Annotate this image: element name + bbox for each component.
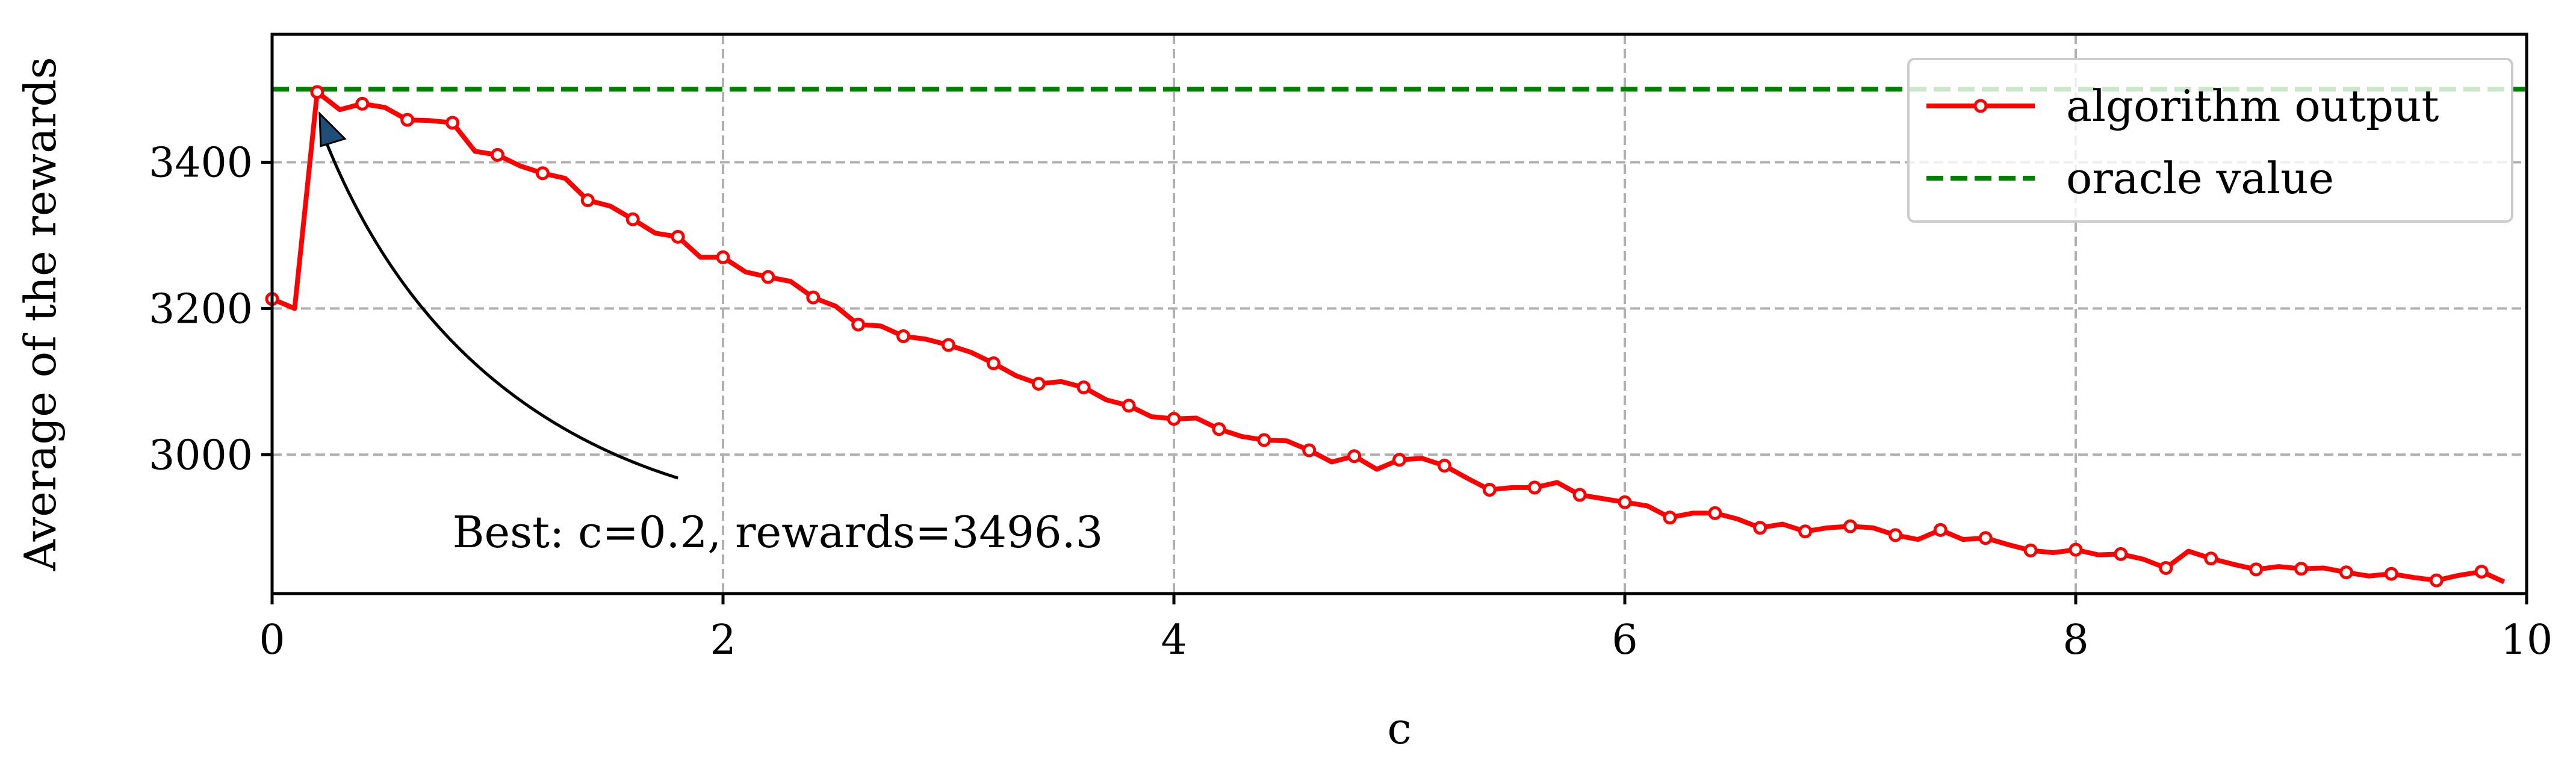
algorithm-output-point <box>2429 573 2444 588</box>
x-tick-label: 8 <box>2062 616 2088 664</box>
algorithm-output-point <box>806 290 821 305</box>
algorithm-output-point <box>1076 380 1091 395</box>
algorithm-output-point <box>2339 565 2353 580</box>
x-tick-label: 0 <box>259 616 285 664</box>
annotation-text: Best: c=0.2, rewards=3496.3 <box>453 507 1103 557</box>
algorithm-output-point <box>761 270 775 284</box>
algorithm-output-point <box>535 166 550 181</box>
algorithm-output-point <box>1392 453 1406 467</box>
ticks: 0 2 4 6 8 10 3000 3200 3400 <box>149 140 2553 664</box>
legend: algorithm output oracle value <box>1907 58 2513 223</box>
algorithm-output-point <box>1843 519 1857 533</box>
algorithm-output-point <box>1978 531 1993 545</box>
annotation: Best: c=0.2, rewards=3496.3 <box>318 111 1103 557</box>
algorithm-output-point <box>2204 551 2218 566</box>
algorithm-output-point <box>1798 524 1813 539</box>
annotation-arrow <box>323 137 678 480</box>
algorithm-output-point <box>1212 422 1226 436</box>
legend-box <box>1907 58 2513 223</box>
algorithm-output-point <box>2159 560 2173 575</box>
x-axis-label: c <box>1387 703 1411 754</box>
legend-label-oracle-value: oracle value <box>2066 153 2334 203</box>
algorithm-output-point <box>1437 458 1451 473</box>
algorithm-output-point <box>445 116 460 130</box>
axes <box>270 33 2528 595</box>
algorithm-output-point <box>2069 542 2083 557</box>
algorithm-output-point <box>1122 399 1136 413</box>
algorithm-output-point <box>716 250 730 264</box>
algorithm-output-point <box>400 113 415 127</box>
algorithm-output-point <box>1888 528 1902 542</box>
algorithm-output-point <box>1933 523 1948 537</box>
algorithm-output-point <box>2474 565 2489 579</box>
algorithm-output-line <box>271 89 2506 585</box>
x-tick-label: 2 <box>710 616 736 664</box>
algorithm-output-point <box>1708 506 1722 520</box>
algorithm-series <box>265 85 2506 588</box>
y-axis-label: Average of the rewards <box>15 57 66 571</box>
algorithm-output-point <box>1527 480 1542 495</box>
algorithm-output-point <box>1572 488 1587 502</box>
x-tick-label: 4 <box>1161 616 1187 664</box>
x-tick-label: 6 <box>1612 616 1637 664</box>
algorithm-output-point <box>1753 521 1768 535</box>
annotation-arrowhead <box>318 111 347 147</box>
algorithm-output-point <box>580 193 595 208</box>
algorithm-output-point <box>2114 547 2128 561</box>
algorithm-output-point <box>2249 562 2264 577</box>
algorithm-output-point <box>896 329 911 344</box>
algorithm-output-point <box>1663 510 1677 525</box>
algorithm-output-point <box>2294 562 2308 576</box>
algorithm-output-point <box>1618 495 1632 509</box>
algorithm-output-point <box>1257 433 1271 447</box>
y-tick-label: 3200 <box>149 285 253 333</box>
algorithm-output-point <box>986 356 1001 370</box>
algorithm-output-point <box>1347 449 1362 464</box>
x-tick-label: 10 <box>2501 616 2553 664</box>
algorithm-output-point <box>1482 483 1497 497</box>
y-tick-label: 3400 <box>149 140 253 187</box>
algorithm-output-point <box>1167 412 1181 426</box>
algorithm-output-point <box>491 147 504 162</box>
algorithm-output-point <box>625 212 640 226</box>
legend-label-algorithm-output: algorithm output <box>2066 81 2439 131</box>
algorithm-output-point <box>2384 566 2398 581</box>
algorithm-output-point <box>851 317 866 332</box>
algorithm-output-point <box>2023 543 2038 557</box>
algorithm-output-point <box>1302 443 1317 458</box>
algorithm-output-point <box>942 338 955 352</box>
algorithm-output-point <box>1031 376 1046 391</box>
y-tick-label: 3000 <box>149 432 253 479</box>
algorithm-output-point <box>671 229 685 244</box>
legend-marker-algorithm-output <box>1973 99 1988 113</box>
algorithm-output-point <box>310 85 324 99</box>
algorithm-output-point <box>355 96 370 111</box>
plot-frame <box>270 33 2528 595</box>
